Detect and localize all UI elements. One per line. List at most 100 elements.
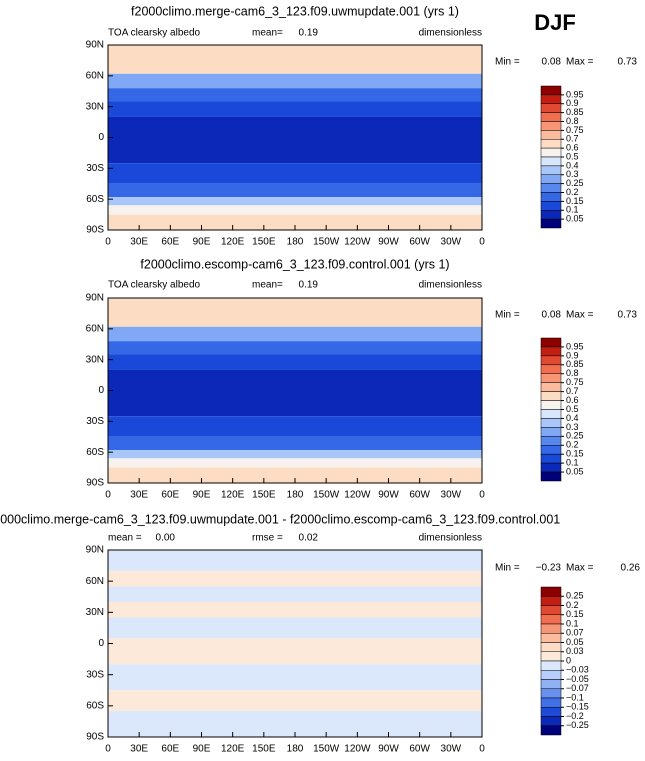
colorbar-label: 0.75 bbox=[566, 125, 584, 135]
colorbar-box bbox=[540, 391, 562, 401]
lon-tick-label: 120W bbox=[344, 490, 371, 501]
mean-label: mean = bbox=[108, 533, 142, 544]
min-label: Min = bbox=[495, 563, 520, 574]
lat-tick-label: 60S bbox=[86, 700, 104, 711]
colorbar-box bbox=[540, 660, 562, 671]
colorbar-label: 0.25 bbox=[566, 431, 584, 441]
colorbar-box bbox=[540, 147, 562, 158]
lon-tick-label: 90E bbox=[193, 237, 211, 248]
lon-tick-label: 120W bbox=[344, 744, 371, 755]
lon-tick-label: 90W bbox=[378, 237, 399, 248]
map-field bbox=[108, 369, 482, 417]
mean-value: 0.19 bbox=[299, 280, 319, 291]
lon-tick-label: 30E bbox=[130, 744, 148, 755]
map-field bbox=[108, 341, 482, 355]
colorbar-box bbox=[540, 409, 562, 419]
colorbar-box bbox=[540, 94, 562, 104]
lon-tick-label: 0 bbox=[105, 490, 111, 501]
map-field bbox=[108, 570, 482, 587]
mean-label: mean= bbox=[252, 280, 283, 291]
map-field bbox=[108, 690, 482, 712]
colorbar-label: 0.1 bbox=[566, 205, 579, 215]
lon-tick-label: 150E bbox=[252, 744, 276, 755]
colorbar-box bbox=[540, 192, 562, 202]
lon-tick-label: 60W bbox=[409, 744, 430, 755]
lon-tick-label: 30E bbox=[130, 490, 148, 501]
colorbar-box bbox=[540, 586, 562, 597]
colorbar-label: 0.4 bbox=[566, 160, 579, 170]
colorbar-label: 0.03 bbox=[566, 646, 584, 656]
colorbar-box bbox=[540, 453, 562, 464]
colorbar-box bbox=[540, 725, 562, 736]
colorbar-box bbox=[540, 697, 562, 708]
map-field bbox=[108, 601, 482, 618]
colorbar-box bbox=[540, 210, 562, 220]
min-label: Min = bbox=[495, 310, 520, 321]
lat-tick-label: 90S bbox=[86, 225, 104, 236]
map-field bbox=[108, 116, 482, 164]
colorbar-label: −0.2 bbox=[566, 711, 584, 721]
lon-tick-label: 30W bbox=[441, 490, 462, 501]
colorbar-box bbox=[540, 462, 562, 473]
lon-tick-label: 60E bbox=[161, 490, 179, 501]
map-field bbox=[108, 45, 482, 74]
colorbar-label: 0.85 bbox=[566, 107, 584, 117]
lon-tick-label: 60E bbox=[161, 237, 179, 248]
lon-tick-label: 180 bbox=[287, 490, 304, 501]
lon-tick-label: 90E bbox=[193, 490, 211, 501]
colorbar-box bbox=[540, 633, 562, 643]
colorbar-label: 0.3 bbox=[566, 169, 579, 179]
lon-tick-label: 120E bbox=[221, 237, 245, 248]
lat-tick-label: 60N bbox=[86, 70, 104, 81]
lat-tick-label: 30S bbox=[86, 669, 104, 680]
colorbar-box bbox=[540, 183, 562, 193]
colorbar-box bbox=[540, 364, 562, 374]
colorbar-box bbox=[540, 670, 562, 680]
lon-tick-label: 60W bbox=[409, 237, 430, 248]
map-field bbox=[108, 205, 482, 215]
map-field bbox=[108, 664, 482, 691]
colorbar-box bbox=[540, 642, 562, 652]
lat-tick-label: 90N bbox=[86, 40, 104, 51]
colorbar-label: 0.3 bbox=[566, 422, 579, 432]
rmse-label: rmse = bbox=[252, 533, 283, 544]
colorbar-label: 0.9 bbox=[566, 98, 579, 108]
colorbar-label: 0.75 bbox=[566, 377, 584, 387]
colorbar-label: 0.05 bbox=[566, 466, 584, 476]
lon-tick-label: 30E bbox=[130, 237, 148, 248]
colorbar-box bbox=[540, 355, 562, 366]
lon-tick-label: 0 bbox=[105, 744, 111, 755]
colorbar-label: 0.05 bbox=[566, 214, 584, 224]
colorbar-label: 0.15 bbox=[566, 609, 584, 619]
lat-tick-label: 60N bbox=[86, 576, 104, 587]
colorbar-label: 0.85 bbox=[566, 359, 584, 369]
lat-tick-label: 30N bbox=[86, 607, 104, 618]
colorbar-box bbox=[540, 85, 562, 96]
colorbar-box bbox=[540, 427, 562, 437]
map-field bbox=[108, 617, 482, 639]
lon-tick-label: 0 bbox=[479, 490, 485, 501]
max-label: Max = bbox=[566, 310, 594, 321]
map-field bbox=[108, 416, 482, 437]
colorbar-box bbox=[540, 596, 562, 606]
colorbar-label: 0 bbox=[566, 655, 571, 665]
lon-tick-label: 180 bbox=[287, 237, 304, 248]
max-value: 0.26 bbox=[621, 563, 641, 574]
lat-tick-label: 60S bbox=[86, 447, 104, 458]
lon-tick-label: 120E bbox=[221, 744, 245, 755]
lat-tick-label: 0 bbox=[98, 385, 104, 396]
lat-tick-label: 0 bbox=[98, 638, 104, 649]
colorbar-label: 0.5 bbox=[566, 404, 579, 414]
colorbar-label: 0.8 bbox=[566, 368, 579, 378]
max-label: Max = bbox=[566, 563, 594, 574]
colorbar-box bbox=[540, 679, 562, 689]
colorbar-box bbox=[540, 165, 562, 175]
panel-title: f2000climo.merge-cam6_3_123.f09.uwmupdat… bbox=[0, 512, 560, 526]
map-field bbox=[108, 638, 482, 665]
lon-tick-label: 90E bbox=[193, 744, 211, 755]
colorbar-box bbox=[540, 130, 562, 140]
colorbar-box bbox=[540, 156, 562, 167]
lon-tick-label: 150E bbox=[252, 237, 276, 248]
variable-label: TOA clearsky albedo bbox=[108, 28, 201, 39]
